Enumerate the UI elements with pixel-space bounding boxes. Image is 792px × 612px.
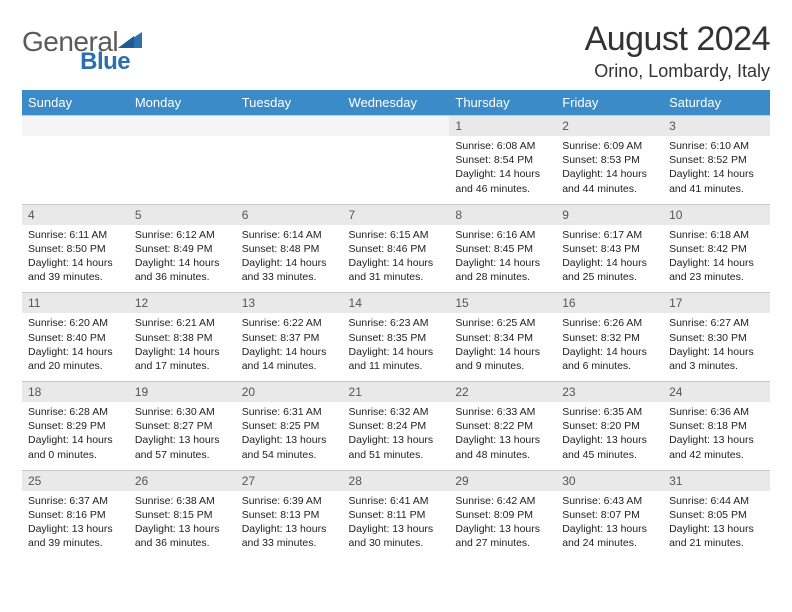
day-detail-row: Sunrise: 6:28 AMSunset: 8:29 PMDaylight:… — [22, 402, 770, 470]
calendar-table: SundayMondayTuesdayWednesdayThursdayFrid… — [22, 90, 770, 558]
day-detail: Sunrise: 6:33 AMSunset: 8:22 PMDaylight:… — [449, 402, 556, 470]
day-number: 3 — [663, 116, 770, 137]
weekday-header: Saturday — [663, 90, 770, 116]
day-detail: Sunrise: 6:38 AMSunset: 8:15 PMDaylight:… — [129, 491, 236, 559]
day-number — [22, 116, 129, 137]
day-number — [129, 116, 236, 137]
day-detail: Sunrise: 6:17 AMSunset: 8:43 PMDaylight:… — [556, 225, 663, 293]
day-detail: Sunrise: 6:28 AMSunset: 8:29 PMDaylight:… — [22, 402, 129, 470]
day-detail — [22, 136, 129, 204]
day-number: 17 — [663, 293, 770, 314]
day-number: 5 — [129, 204, 236, 225]
day-detail: Sunrise: 6:25 AMSunset: 8:34 PMDaylight:… — [449, 313, 556, 381]
day-number: 20 — [236, 382, 343, 403]
day-number: 2 — [556, 116, 663, 137]
weekday-header: Friday — [556, 90, 663, 116]
day-detail: Sunrise: 6:44 AMSunset: 8:05 PMDaylight:… — [663, 491, 770, 559]
day-number — [236, 116, 343, 137]
day-detail: Sunrise: 6:21 AMSunset: 8:38 PMDaylight:… — [129, 313, 236, 381]
weekday-header-row: SundayMondayTuesdayWednesdayThursdayFrid… — [22, 90, 770, 116]
day-number: 7 — [343, 204, 450, 225]
day-number: 12 — [129, 293, 236, 314]
day-number: 14 — [343, 293, 450, 314]
day-detail — [343, 136, 450, 204]
day-number-row: 45678910 — [22, 204, 770, 225]
month-title: August 2024 — [585, 20, 770, 59]
day-number: 11 — [22, 293, 129, 314]
day-detail: Sunrise: 6:18 AMSunset: 8:42 PMDaylight:… — [663, 225, 770, 293]
weekday-header: Wednesday — [343, 90, 450, 116]
logo: General Blue — [22, 20, 198, 58]
day-number: 4 — [22, 204, 129, 225]
day-detail: Sunrise: 6:32 AMSunset: 8:24 PMDaylight:… — [343, 402, 450, 470]
day-number: 22 — [449, 382, 556, 403]
weekday-header: Sunday — [22, 90, 129, 116]
day-detail: Sunrise: 6:08 AMSunset: 8:54 PMDaylight:… — [449, 136, 556, 204]
location: Orino, Lombardy, Italy — [585, 61, 770, 82]
day-number-row: 18192021222324 — [22, 382, 770, 403]
title-block: August 2024 Orino, Lombardy, Italy — [585, 20, 770, 82]
day-detail: Sunrise: 6:10 AMSunset: 8:52 PMDaylight:… — [663, 136, 770, 204]
weekday-header: Thursday — [449, 90, 556, 116]
day-detail: Sunrise: 6:35 AMSunset: 8:20 PMDaylight:… — [556, 402, 663, 470]
day-number: 28 — [343, 470, 450, 491]
weekday-header: Tuesday — [236, 90, 343, 116]
logo-text-blue: Blue — [80, 48, 130, 76]
day-number: 27 — [236, 470, 343, 491]
day-number: 13 — [236, 293, 343, 314]
day-detail: Sunrise: 6:15 AMSunset: 8:46 PMDaylight:… — [343, 225, 450, 293]
day-detail: Sunrise: 6:16 AMSunset: 8:45 PMDaylight:… — [449, 225, 556, 293]
day-detail: Sunrise: 6:31 AMSunset: 8:25 PMDaylight:… — [236, 402, 343, 470]
day-detail: Sunrise: 6:41 AMSunset: 8:11 PMDaylight:… — [343, 491, 450, 559]
day-detail: Sunrise: 6:23 AMSunset: 8:35 PMDaylight:… — [343, 313, 450, 381]
day-number: 15 — [449, 293, 556, 314]
day-number: 26 — [129, 470, 236, 491]
day-number-row: 123 — [22, 116, 770, 137]
day-number: 6 — [236, 204, 343, 225]
day-detail: Sunrise: 6:42 AMSunset: 8:09 PMDaylight:… — [449, 491, 556, 559]
day-detail — [129, 136, 236, 204]
day-detail-row: Sunrise: 6:37 AMSunset: 8:16 PMDaylight:… — [22, 491, 770, 559]
day-number-row: 11121314151617 — [22, 293, 770, 314]
day-detail: Sunrise: 6:27 AMSunset: 8:30 PMDaylight:… — [663, 313, 770, 381]
day-number: 10 — [663, 204, 770, 225]
header: General Blue August 2024 Orino, Lombardy… — [22, 20, 770, 82]
day-number: 21 — [343, 382, 450, 403]
day-number: 31 — [663, 470, 770, 491]
day-number: 19 — [129, 382, 236, 403]
day-detail — [236, 136, 343, 204]
day-detail-row: Sunrise: 6:20 AMSunset: 8:40 PMDaylight:… — [22, 313, 770, 381]
day-number — [343, 116, 450, 137]
day-detail: Sunrise: 6:43 AMSunset: 8:07 PMDaylight:… — [556, 491, 663, 559]
day-number: 1 — [449, 116, 556, 137]
day-detail: Sunrise: 6:36 AMSunset: 8:18 PMDaylight:… — [663, 402, 770, 470]
day-number: 8 — [449, 204, 556, 225]
day-detail: Sunrise: 6:30 AMSunset: 8:27 PMDaylight:… — [129, 402, 236, 470]
day-number: 25 — [22, 470, 129, 491]
day-detail: Sunrise: 6:22 AMSunset: 8:37 PMDaylight:… — [236, 313, 343, 381]
day-detail: Sunrise: 6:37 AMSunset: 8:16 PMDaylight:… — [22, 491, 129, 559]
day-detail-row: Sunrise: 6:11 AMSunset: 8:50 PMDaylight:… — [22, 225, 770, 293]
day-number-row: 25262728293031 — [22, 470, 770, 491]
day-detail: Sunrise: 6:39 AMSunset: 8:13 PMDaylight:… — [236, 491, 343, 559]
day-detail: Sunrise: 6:14 AMSunset: 8:48 PMDaylight:… — [236, 225, 343, 293]
day-detail: Sunrise: 6:11 AMSunset: 8:50 PMDaylight:… — [22, 225, 129, 293]
day-number: 16 — [556, 293, 663, 314]
day-detail: Sunrise: 6:09 AMSunset: 8:53 PMDaylight:… — [556, 136, 663, 204]
day-detail: Sunrise: 6:20 AMSunset: 8:40 PMDaylight:… — [22, 313, 129, 381]
day-number: 18 — [22, 382, 129, 403]
day-detail: Sunrise: 6:12 AMSunset: 8:49 PMDaylight:… — [129, 225, 236, 293]
day-detail: Sunrise: 6:26 AMSunset: 8:32 PMDaylight:… — [556, 313, 663, 381]
day-detail-row: Sunrise: 6:08 AMSunset: 8:54 PMDaylight:… — [22, 136, 770, 204]
day-number: 30 — [556, 470, 663, 491]
day-number: 24 — [663, 382, 770, 403]
day-number: 23 — [556, 382, 663, 403]
day-number: 9 — [556, 204, 663, 225]
weekday-header: Monday — [129, 90, 236, 116]
day-number: 29 — [449, 470, 556, 491]
